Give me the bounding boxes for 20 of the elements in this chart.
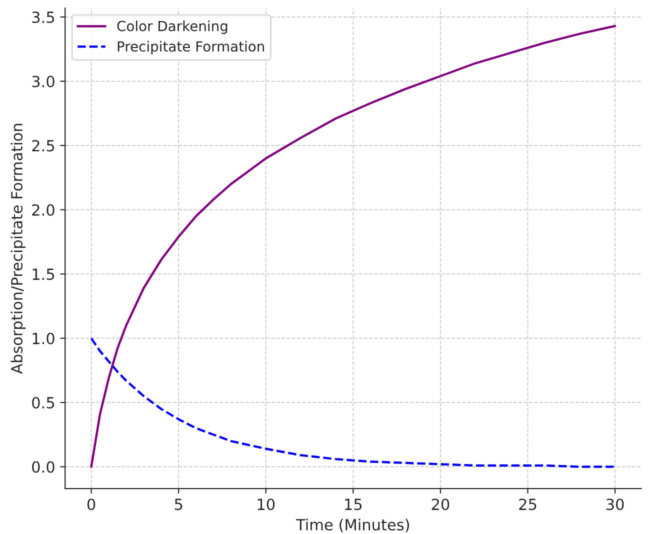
- y-axis-title: Absorption/Precipitate Formation: [10, 124, 26, 374]
- line-series: [90, 337, 616, 468]
- y-tick-label: 2.5: [32, 140, 54, 152]
- x-tick-label: 20: [432, 498, 450, 510]
- legend-label: Color Darkening: [117, 20, 228, 34]
- y-tick-label: 0.0: [32, 461, 54, 473]
- legend-label: Precipitate Formation: [118, 40, 264, 54]
- x-tick-label: 15: [345, 498, 362, 510]
- x-tick-label: 30: [606, 498, 624, 510]
- y-tick-label: 3.5: [32, 11, 54, 24]
- x-tick-label: 10: [258, 498, 275, 510]
- y-tick-label: 1.0: [32, 332, 54, 344]
- x-tick-label: 25: [519, 498, 536, 510]
- y-tick-label: 0.5: [32, 396, 54, 409]
- y-tick-label: 2.0: [32, 204, 54, 216]
- x-tick-label: 5: [174, 498, 182, 510]
- y-tick-label: 1.5: [32, 268, 54, 280]
- y-tick-label: 3.0: [32, 76, 54, 88]
- x-tick-label: 0: [87, 498, 96, 510]
- x-axis-title: Time (Minutes): [296, 518, 410, 532]
